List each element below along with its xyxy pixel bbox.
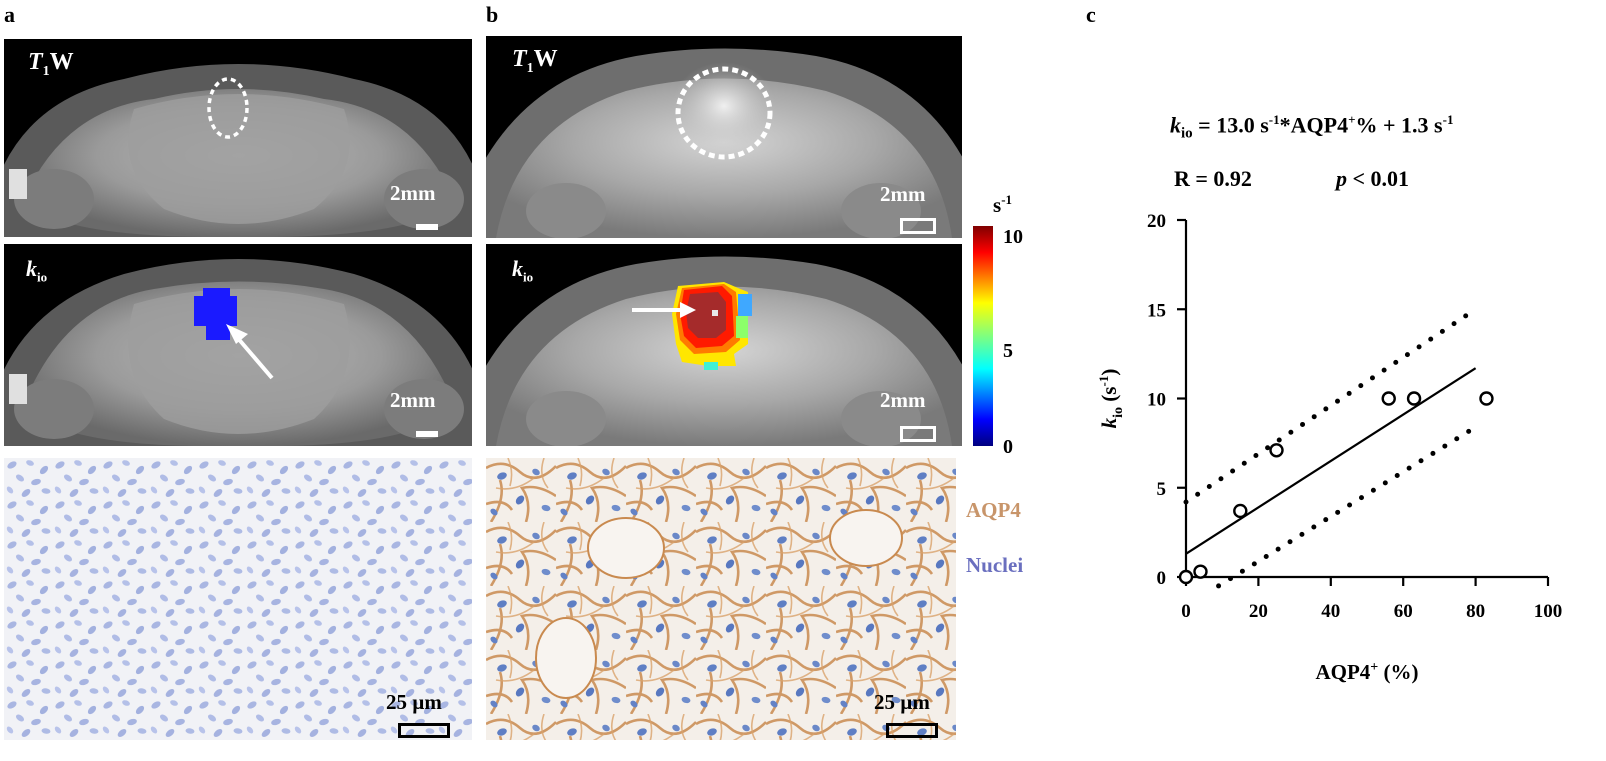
scalebar-b-kio: [900, 426, 936, 442]
legend-aqp4: AQP4: [966, 498, 1021, 522]
t1w-label-b: T1W: [512, 46, 558, 76]
y-tick-label: 20: [1147, 211, 1166, 232]
panel-b-t1w-image: T1W 2mm: [486, 36, 962, 238]
scalebar-label-a-histo: 25 µm: [386, 690, 442, 714]
scalebar-b-t1w: [900, 218, 936, 234]
y-tick-label: 10: [1147, 390, 1166, 411]
panel-label-a: a: [4, 2, 15, 27]
t1w-label-a: T1W: [28, 49, 74, 79]
panel-a-kio-image: kio 2mm: [4, 244, 472, 446]
scalebar-label-a-kio: 2mm: [390, 388, 436, 412]
scalebar-label-b-histo: 25 µm: [874, 690, 930, 714]
brain-mri-a-t1w: [4, 64, 472, 237]
kio-map-blue: [738, 294, 752, 316]
kio-map-green: [736, 316, 748, 338]
brain-mri-a-kio: [4, 259, 472, 446]
colorbar-unit: s-1: [993, 192, 1013, 217]
y-tick-label: 0: [1157, 568, 1167, 589]
arrow-head-b: [680, 302, 696, 318]
data-point: [1381, 391, 1396, 406]
histology-nuclei-stain-a: [4, 458, 472, 740]
regression-line: [1185, 367, 1477, 555]
legend-nuclei: Nuclei: [966, 553, 1024, 577]
kio-label-a: kio: [26, 256, 48, 285]
histology-aqp4-stain-b: [486, 458, 956, 740]
scatter-chart: 0 5 10 15 20 0 20 40 60 80 100 kio (s-1) AQP4+ (%): [1096, 211, 1563, 684]
confidence-band-lower: [1216, 424, 1479, 589]
scalebar-a-t1w: [416, 224, 438, 230]
colorbar-tick-5: 5: [1003, 340, 1013, 362]
panel-a-histology-image: 25 µm: [4, 458, 472, 740]
regression-equation: kio = 13.0 s-1*AQP4+% + 1.3 s-1: [1170, 112, 1454, 142]
roi-dashed-circle-b: [675, 66, 773, 160]
x-tick-label: 20: [1249, 601, 1268, 622]
colorbar-tick-10: 10: [1003, 226, 1023, 248]
colorbar: [973, 226, 993, 446]
kio-map-cyan: [704, 362, 718, 370]
confidence-band-upper: [1183, 306, 1479, 505]
x-tick-label: 60: [1394, 601, 1413, 622]
x-tick-label: 0: [1181, 601, 1191, 622]
scalebar-a-kio: [416, 431, 438, 437]
y-axis-title: kio (s-1): [1096, 369, 1126, 429]
data-point: [1406, 391, 1422, 406]
colorbar-tick-0: 0: [1003, 436, 1013, 458]
arrow-shaft-a: [234, 334, 274, 380]
panel-label-b: b: [486, 2, 499, 27]
arrow-head-a: [226, 324, 248, 344]
kio-label-b: kio: [512, 256, 534, 285]
x-axis-title: AQP4+ (%): [1315, 660, 1418, 684]
kio-map-darkred: [686, 292, 726, 338]
p-value: p < 0.01: [1336, 166, 1410, 191]
scalebar-a-histo: [398, 723, 450, 738]
scalebar-label-b-t1w: 2mm: [880, 182, 926, 206]
data-point: [1269, 443, 1284, 458]
x-tick-label: 80: [1466, 601, 1485, 622]
kio-blue-region-a: [194, 288, 237, 340]
brain-mri-b-kio: [486, 256, 962, 446]
panel-b-kio-image: kio 2mm: [486, 244, 962, 446]
panel-label-c: c: [1086, 2, 1096, 27]
panel-b-histology-image: 25 µm: [486, 458, 956, 740]
brain-mri-b-t1w: [486, 48, 962, 238]
r-value: R = 0.92: [1174, 166, 1252, 191]
data-point: [1193, 564, 1208, 579]
roi-dashed-circle-a: [207, 77, 249, 139]
scalebar-b-histo: [886, 723, 938, 738]
data-point: [1479, 391, 1494, 406]
data-point: [1233, 503, 1248, 519]
panel-a-t1w-image: T1W 2mm: [4, 39, 472, 237]
x-tick-label: 40: [1321, 601, 1340, 622]
scalebar-label-a-t1w: 2mm: [390, 181, 436, 205]
x-tick-label: 100: [1534, 601, 1563, 622]
y-tick-label: 15: [1147, 300, 1166, 321]
data-point: [1178, 569, 1194, 585]
y-tick-label: 5: [1157, 479, 1167, 500]
scalebar-label-b-kio: 2mm: [880, 388, 926, 412]
